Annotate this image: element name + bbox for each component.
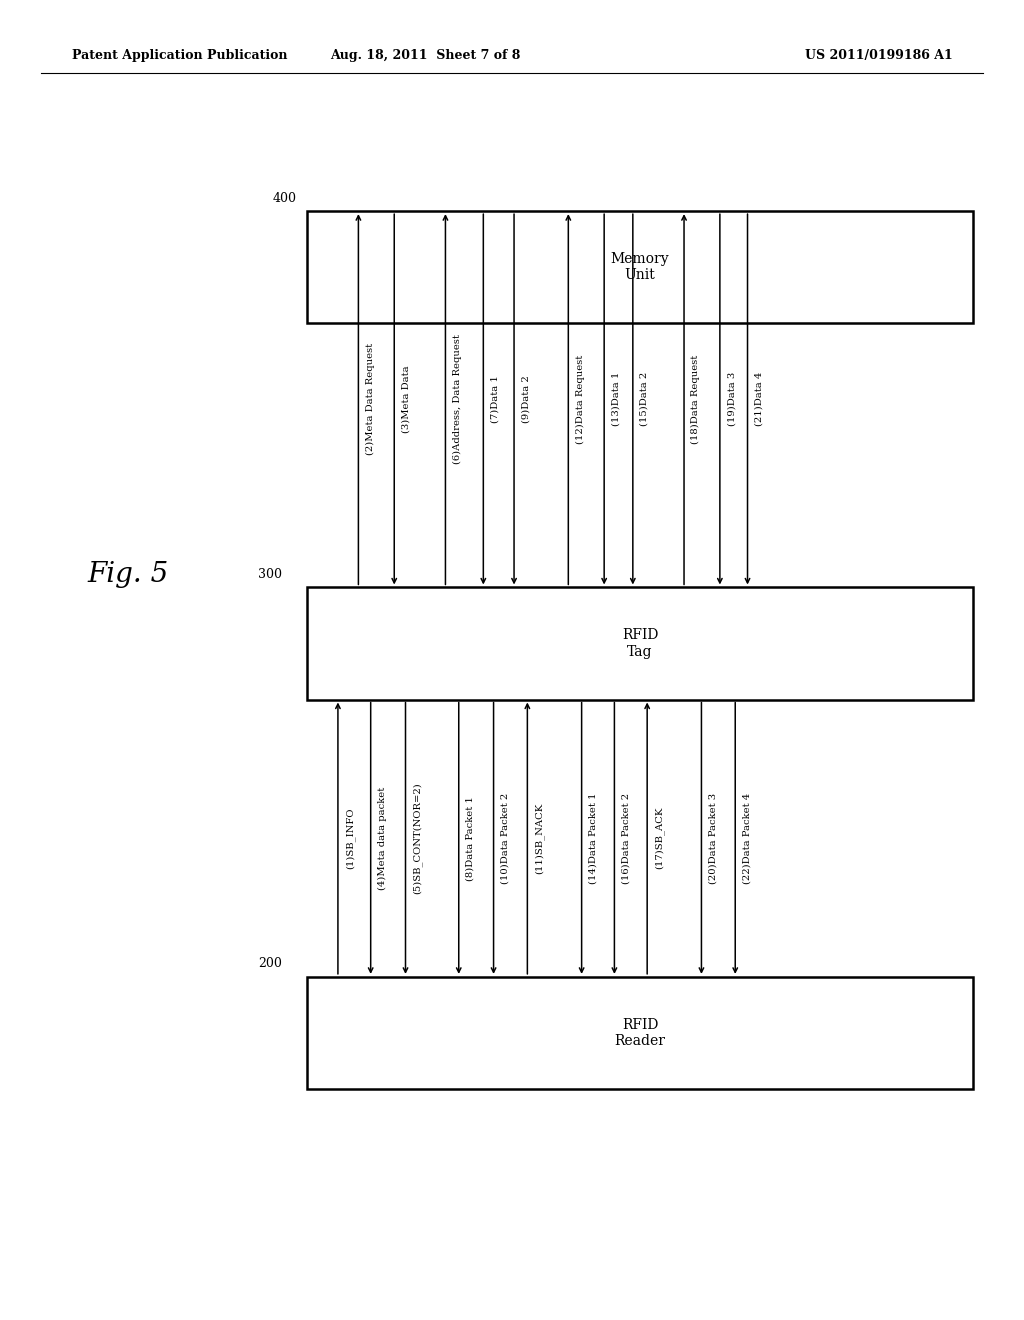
Text: (3)Meta Data: (3)Meta Data (401, 366, 411, 433)
Bar (307, 211, 973, 323)
Text: RFID
Tag: RFID Tag (622, 628, 658, 659)
Text: RFID
Reader: RFID Reader (614, 1018, 666, 1048)
Text: Fig. 5: Fig. 5 (87, 561, 168, 587)
Text: (8)Data Packet 1: (8)Data Packet 1 (466, 796, 475, 880)
Text: (17)SB_ACK: (17)SB_ACK (654, 807, 665, 870)
Text: (1)SB_INFO: (1)SB_INFO (345, 808, 355, 869)
Text: 200: 200 (258, 957, 282, 970)
Text: (18)Data Request: (18)Data Request (691, 355, 700, 444)
Text: (10)Data Packet 2: (10)Data Packet 2 (501, 792, 510, 884)
Text: Aug. 18, 2011  Sheet 7 of 8: Aug. 18, 2011 Sheet 7 of 8 (330, 49, 520, 62)
Text: 300: 300 (258, 568, 282, 581)
Text: (19)Data 3: (19)Data 3 (727, 372, 736, 426)
Bar (307, 977, 973, 1089)
Text: Memory
Unit: Memory Unit (610, 252, 670, 282)
Text: 400: 400 (273, 191, 297, 205)
Text: Patent Application Publication: Patent Application Publication (72, 49, 287, 62)
Text: (9)Data 2: (9)Data 2 (521, 375, 530, 424)
Text: (20)Data Packet 3: (20)Data Packet 3 (709, 792, 718, 884)
Text: (22)Data Packet 4: (22)Data Packet 4 (742, 792, 752, 884)
Text: (6)Address, Data Request: (6)Address, Data Request (453, 334, 462, 465)
Text: (14)Data Packet 1: (14)Data Packet 1 (589, 792, 598, 884)
Text: (15)Data 2: (15)Data 2 (640, 372, 649, 426)
Text: (13)Data 1: (13)Data 1 (611, 372, 621, 426)
Text: (4)Meta data packet: (4)Meta data packet (378, 787, 387, 890)
Text: (16)Data Packet 2: (16)Data Packet 2 (622, 792, 631, 884)
Bar (307, 587, 973, 700)
Text: (7)Data 1: (7)Data 1 (490, 375, 500, 424)
Text: (11)SB_NACK: (11)SB_NACK (535, 803, 545, 874)
Text: US 2011/0199186 A1: US 2011/0199186 A1 (805, 49, 952, 62)
Text: (2)Meta Data Request: (2)Meta Data Request (366, 343, 375, 455)
Text: (5)SB_CONT(NOR=2): (5)SB_CONT(NOR=2) (413, 783, 423, 894)
Text: (21)Data 4: (21)Data 4 (755, 372, 764, 426)
Text: (12)Data Request: (12)Data Request (575, 355, 585, 444)
